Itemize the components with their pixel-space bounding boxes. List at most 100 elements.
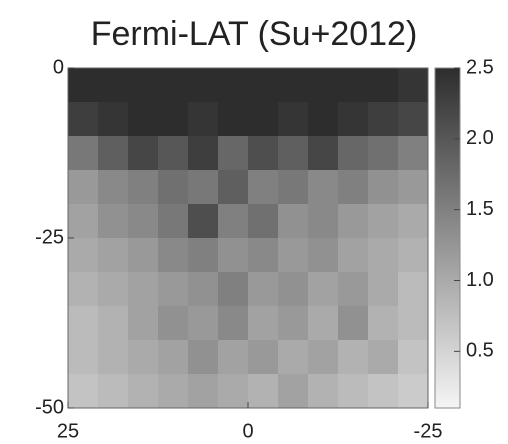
heatmap-cell — [218, 68, 249, 103]
heatmap-cell — [278, 136, 309, 171]
heatmap-cell — [68, 68, 99, 103]
heatmap-cell — [68, 170, 99, 205]
heatmap-cell — [278, 204, 309, 239]
heatmap-cell — [308, 204, 339, 239]
heatmap-cell — [128, 204, 159, 239]
heatmap-cell — [158, 306, 189, 341]
heatmap-cell — [98, 170, 129, 205]
heatmap-cell — [278, 340, 309, 375]
heatmap-cell — [368, 374, 399, 409]
heatmap-cell — [338, 102, 369, 137]
heatmap-cell — [158, 68, 189, 103]
heatmap-cell — [98, 306, 129, 341]
heatmap-cell — [368, 136, 399, 171]
heatmap-cell — [368, 102, 399, 137]
y-tick-label: 0 — [53, 56, 64, 78]
heatmap-cell — [278, 68, 309, 103]
heatmap-cell — [278, 272, 309, 307]
colorbar-tick-label: 1.0 — [466, 269, 494, 291]
heatmap-cell — [248, 68, 279, 103]
heatmap-cell — [68, 340, 99, 375]
heatmap-cell — [128, 102, 159, 137]
heatmap-cell — [218, 272, 249, 307]
heatmap-cell — [368, 170, 399, 205]
heatmap-cell — [68, 272, 99, 307]
heatmap-cell — [188, 136, 219, 171]
heatmap-cell — [158, 340, 189, 375]
heatmap-cell — [128, 272, 159, 307]
heatmap-cell — [248, 306, 279, 341]
colorbar-tick-label: 2.5 — [466, 56, 494, 78]
heatmap-cell — [248, 136, 279, 171]
heatmap-cell — [128, 136, 159, 171]
heatmap-cell — [278, 306, 309, 341]
heatmap-cell — [128, 374, 159, 409]
heatmap-cell — [398, 68, 429, 103]
y-tick-label: -50 — [35, 396, 64, 418]
heatmap-cell — [158, 204, 189, 239]
heatmap-cell — [218, 238, 249, 273]
heatmap-cell — [98, 374, 129, 409]
heatmap-cell — [188, 374, 219, 409]
heatmap-cell — [158, 238, 189, 273]
heatmap-cell — [248, 238, 279, 273]
heatmap-cell — [188, 340, 219, 375]
heatmap-cell — [98, 272, 129, 307]
heatmap-cell — [248, 102, 279, 137]
heatmap-cell — [188, 306, 219, 341]
y-tick-label: -25 — [35, 226, 64, 248]
heatmap-cell — [368, 340, 399, 375]
heatmap-cell — [188, 170, 219, 205]
heatmap-cell — [338, 136, 369, 171]
heatmap-cell — [398, 238, 429, 273]
heatmap-cell — [68, 102, 99, 137]
heatmap-cell — [398, 136, 429, 171]
heatmap-cell — [68, 238, 99, 273]
heatmap-cell — [68, 306, 99, 341]
heatmap-cell — [218, 374, 249, 409]
heatmap-cell — [128, 170, 159, 205]
heatmap-cell — [98, 340, 129, 375]
heatmap-cell — [368, 204, 399, 239]
heatmap-cell — [248, 170, 279, 205]
heatmap-cell — [98, 238, 129, 273]
heatmap-cell — [218, 204, 249, 239]
heatmap-cell — [398, 102, 429, 137]
heatmap-cell — [128, 238, 159, 273]
heatmap-cell — [338, 204, 369, 239]
heatmap-cell — [308, 136, 339, 171]
heatmap-cell — [398, 306, 429, 341]
heatmap-cell — [278, 170, 309, 205]
heatmap-cell — [338, 374, 369, 409]
heatmap-cell — [248, 340, 279, 375]
heatmap-cell — [188, 68, 219, 103]
heatmap-cell — [368, 306, 399, 341]
heatmap-cell — [128, 68, 159, 103]
heatmap-cell — [338, 170, 369, 205]
heatmap-cell — [248, 204, 279, 239]
heatmap-cell — [368, 272, 399, 307]
colorbar — [434, 67, 461, 409]
heatmap-cell — [308, 170, 339, 205]
heatmap-cell — [368, 68, 399, 103]
heatmap-cell — [308, 340, 339, 375]
heatmap-cell — [188, 272, 219, 307]
heatmap-cell — [218, 340, 249, 375]
heatmap-cell — [158, 374, 189, 409]
heatmap-cell — [158, 102, 189, 137]
heatmap-cell — [128, 306, 159, 341]
heatmap-cell — [398, 204, 429, 239]
heatmap-cell — [188, 204, 219, 239]
heatmap-cell — [338, 238, 369, 273]
heatmap-cell — [158, 272, 189, 307]
heatmap-cell — [308, 374, 339, 409]
heatmap-cell — [218, 170, 249, 205]
heatmap-cell — [398, 272, 429, 307]
heatmap-cell — [338, 68, 369, 103]
heatmap-cell — [68, 136, 99, 171]
heatmap-cell — [398, 374, 429, 409]
x-tick-label: 25 — [57, 420, 79, 442]
heatmap-cell — [68, 374, 99, 409]
heatmap-cell — [218, 102, 249, 137]
